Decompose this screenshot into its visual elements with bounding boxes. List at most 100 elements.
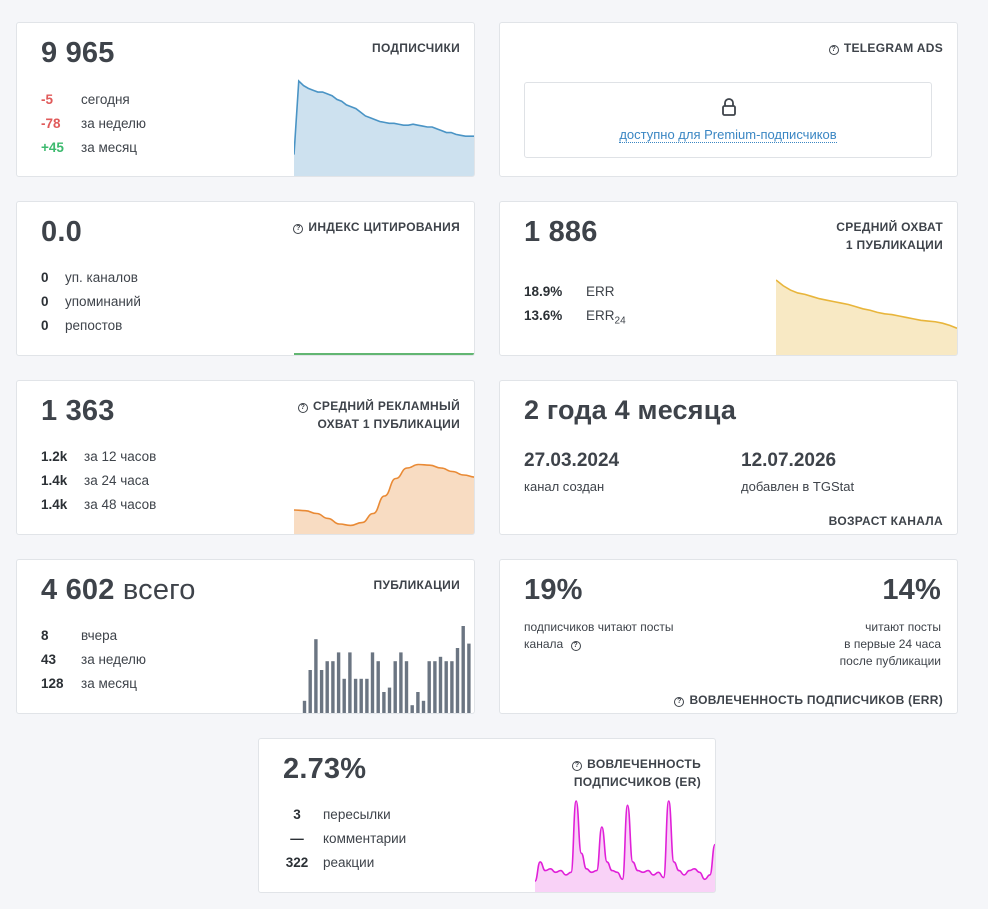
title-line: ВОВЛЕЧЕННОСТЬ — [587, 757, 701, 771]
title-line: 1 ПУБЛИКАЦИИ — [845, 238, 943, 252]
publication-bar — [353, 678, 358, 713]
publication-bar — [302, 700, 307, 713]
publication-bar — [421, 700, 426, 713]
created-label: канал создан — [524, 479, 605, 494]
publication-bar — [314, 639, 318, 713]
engagement-err-title-text: ВОВЛЕЧЕННОСТЬ ПОДПИСЧИКОВ (ERR) — [689, 693, 943, 707]
stat-value: 1.2k — [41, 449, 68, 464]
stat-value: 8 — [41, 628, 49, 643]
citation-stats: 0 уп. каналов 0 упоминаний 0 репостов — [41, 266, 141, 338]
created-date: 27.03.2024 — [524, 450, 620, 471]
stat-row: 1.4k за 48 часов — [41, 493, 156, 517]
publication-bar — [410, 705, 414, 713]
publication-bar — [342, 678, 346, 713]
question-icon[interactable]: ? — [572, 761, 583, 771]
telegram-ads-card: ? TELEGRAM ADS доступно для Premium-подпи… — [499, 22, 958, 177]
ad-reach-stats: 1.2k за 12 часов 1.4k за 24 часа 1.4k за 48… — [41, 445, 156, 517]
premium-link[interactable]: доступно для Premium-подписчиков — [525, 127, 931, 143]
stat-row: 1.4k за 24 часа — [41, 469, 156, 493]
publication-bar — [467, 643, 471, 713]
engagement-er-title: ? ВОВЛЕЧЕННОСТЬ ПОДПИСЧИКОВ (ER) — [572, 755, 701, 791]
subscribers-card[interactable]: 9 965 ПОДПИСЧИКИ -5 сегодня -78 за неделю … — [16, 22, 475, 177]
stat-row: 128 за месяц — [41, 672, 146, 696]
err-right-description: читают посты в первые 24 часа после публ… — [840, 619, 941, 670]
desc-line: канала — [524, 637, 564, 651]
publication-bar — [387, 687, 392, 713]
publication-bar — [427, 661, 431, 713]
citation-title-text: ИНДЕКС ЦИТИРОВАНИЯ — [308, 220, 460, 234]
channel-age-title: ВОЗРАСТ КАНАЛА — [828, 514, 943, 528]
premium-link-text[interactable]: доступно для Premium-подписчиков — [619, 127, 837, 143]
publication-bar — [461, 626, 465, 713]
publication-bar — [336, 652, 341, 713]
premium-lock-box[interactable]: доступно для Premium-подписчиков — [524, 82, 932, 158]
publication-bar — [433, 661, 437, 713]
stat-row: 0 упоминаний — [41, 290, 141, 314]
stat-value: 128 — [41, 676, 64, 691]
publication-bar — [416, 692, 420, 713]
stat-value: -78 — [41, 116, 61, 131]
publication-bar — [444, 661, 448, 713]
publication-bar — [399, 652, 403, 713]
publications-card[interactable]: 4 602 всего ПУБЛИКАЦИИ 8 вчера 43 за недел… — [16, 559, 475, 714]
title-line: СРЕДНИЙ РЕКЛАМНЫЙ — [312, 399, 460, 413]
stat-value: — — [290, 831, 304, 846]
title-line: ОХВАТ 1 ПУБЛИКАЦИИ — [317, 417, 460, 431]
subscribers-title: ПОДПИСЧИКИ — [372, 41, 460, 55]
publications-stats: 8 вчера 43 за неделю 128 за месяц — [41, 624, 146, 696]
err24-subscript: 24 — [614, 315, 626, 327]
err-label: ERR — [586, 284, 615, 299]
er-sparkline — [535, 800, 715, 892]
ad-reach-title: ? СРЕДНИЙ РЕКЛАМНЫЙ ОХВАТ 1 ПУБЛИКАЦИИ — [297, 397, 460, 433]
stat-label: за 24 часа — [84, 473, 150, 488]
publication-bar — [365, 678, 369, 713]
stat-row: 0 уп. каналов — [41, 266, 141, 290]
channel-age-card: 2 года 4 месяца 27.03.2024 канал создан … — [499, 380, 958, 535]
question-icon[interactable]: ? — [570, 641, 581, 651]
title-line: ПОДПИСЧИКОВ (ER) — [573, 775, 701, 789]
publications-bar-chart — [302, 626, 471, 713]
stat-row: -78 за неделю — [41, 112, 146, 136]
publication-bar — [382, 692, 386, 713]
engagement-er-card[interactable]: 2.73% ? ВОВЛЕЧЕННОСТЬ ПОДПИСЧИКОВ (ER) 3 пе… — [258, 738, 716, 893]
added-date: 12.07.2026 — [741, 450, 837, 471]
engagement-err-card: 19% 14% подписчиков читают посты канала … — [499, 559, 958, 714]
publications-suffix: всего — [122, 574, 196, 606]
stat-label: комментарии — [323, 831, 407, 846]
question-icon[interactable]: ? — [674, 697, 685, 707]
stat-label: репостов — [65, 318, 123, 333]
stat-value: 322 — [285, 855, 309, 870]
title-line: СРЕДНИЙ ОХВАТ — [836, 220, 943, 234]
reach-line — [776, 279, 957, 329]
desc-line: подписчиков читают посты — [524, 620, 674, 634]
stat-label: пересылки — [323, 807, 391, 822]
err24-label: ERR — [586, 308, 615, 323]
question-icon[interactable]: ? — [297, 403, 308, 413]
ad-reach-card[interactable]: 1 363 ? СРЕДНИЙ РЕКЛАМНЫЙ ОХВАТ 1 ПУБЛИКАЦ… — [16, 380, 475, 535]
subscribers-count: 9 965 — [41, 37, 115, 69]
stat-row: 8 вчера — [41, 624, 146, 648]
stat-row: 1.2k за 12 часов — [41, 445, 156, 469]
er-value: 2.73% — [283, 753, 367, 785]
citation-index-value: 0.0 — [41, 216, 82, 248]
desc-line: читают посты — [865, 620, 941, 634]
publication-bar — [308, 670, 312, 713]
stat-value: 1.4k — [41, 497, 68, 512]
reach-area — [776, 280, 957, 355]
added-label: добавлен в TGStat — [741, 479, 855, 494]
stat-row: 322 реакции — [283, 851, 406, 875]
citation-card[interactable]: 0.0 ? ИНДЕКС ЦИТИРОВАНИЯ 0 уп. каналов 0 уп… — [16, 201, 475, 356]
stat-value: 43 — [41, 652, 57, 667]
desc-line: в первые 24 часа — [844, 637, 941, 651]
question-icon[interactable]: ? — [293, 224, 304, 234]
lock-icon — [722, 98, 736, 116]
question-icon[interactable]: ? — [828, 45, 839, 55]
engagement-err-title: ? ВОВЛЕЧЕННОСТЬ ПОДПИСЧИКОВ (ERR) — [674, 691, 943, 709]
average-reach-card[interactable]: 1 886 СРЕДНИЙ ОХВАТ 1 ПУБЛИКАЦИИ 18.9% ERR… — [499, 201, 958, 356]
citation-sparkline — [294, 353, 474, 355]
stat-label: за неделю — [81, 116, 147, 131]
err-value: 18.9% — [524, 284, 563, 299]
stat-row: 0 репостов — [41, 314, 141, 338]
err24-row: 13.6% ERR24 — [524, 304, 626, 328]
publication-bar — [393, 661, 397, 713]
